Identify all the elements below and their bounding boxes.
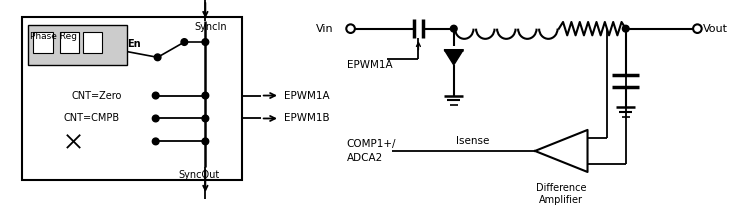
Circle shape — [202, 92, 209, 99]
Text: SyncIn: SyncIn — [194, 22, 226, 32]
Text: Phase Reg: Phase Reg — [30, 32, 77, 41]
Circle shape — [451, 25, 457, 32]
Circle shape — [622, 25, 629, 32]
Bar — [34, 32, 52, 53]
Text: CNT=CMPB: CNT=CMPB — [64, 114, 120, 124]
Text: Vout: Vout — [703, 24, 728, 34]
Text: EPWM1A: EPWM1A — [346, 60, 393, 70]
Bar — [22, 17, 241, 180]
Circle shape — [202, 115, 209, 122]
Text: ADCA2: ADCA2 — [346, 153, 383, 163]
Text: En: En — [127, 39, 141, 49]
Text: Isense: Isense — [456, 136, 489, 146]
Circle shape — [181, 39, 188, 45]
Text: COMP1+/: COMP1+/ — [346, 139, 396, 149]
Circle shape — [152, 138, 159, 145]
Circle shape — [152, 92, 159, 99]
Circle shape — [152, 115, 159, 122]
Text: Difference
Amplifier: Difference Amplifier — [536, 183, 586, 205]
Polygon shape — [444, 50, 463, 65]
Text: SyncOut: SyncOut — [179, 170, 220, 180]
Text: EPWM1A: EPWM1A — [284, 90, 329, 100]
Text: EPWM1B: EPWM1B — [284, 114, 329, 124]
Circle shape — [154, 54, 161, 61]
Bar — [60, 32, 79, 53]
Bar — [28, 25, 127, 65]
Text: CNT=Zero: CNT=Zero — [72, 90, 122, 100]
Bar — [83, 32, 102, 53]
Circle shape — [202, 39, 209, 45]
Text: Vin: Vin — [316, 24, 334, 34]
Circle shape — [202, 138, 209, 145]
